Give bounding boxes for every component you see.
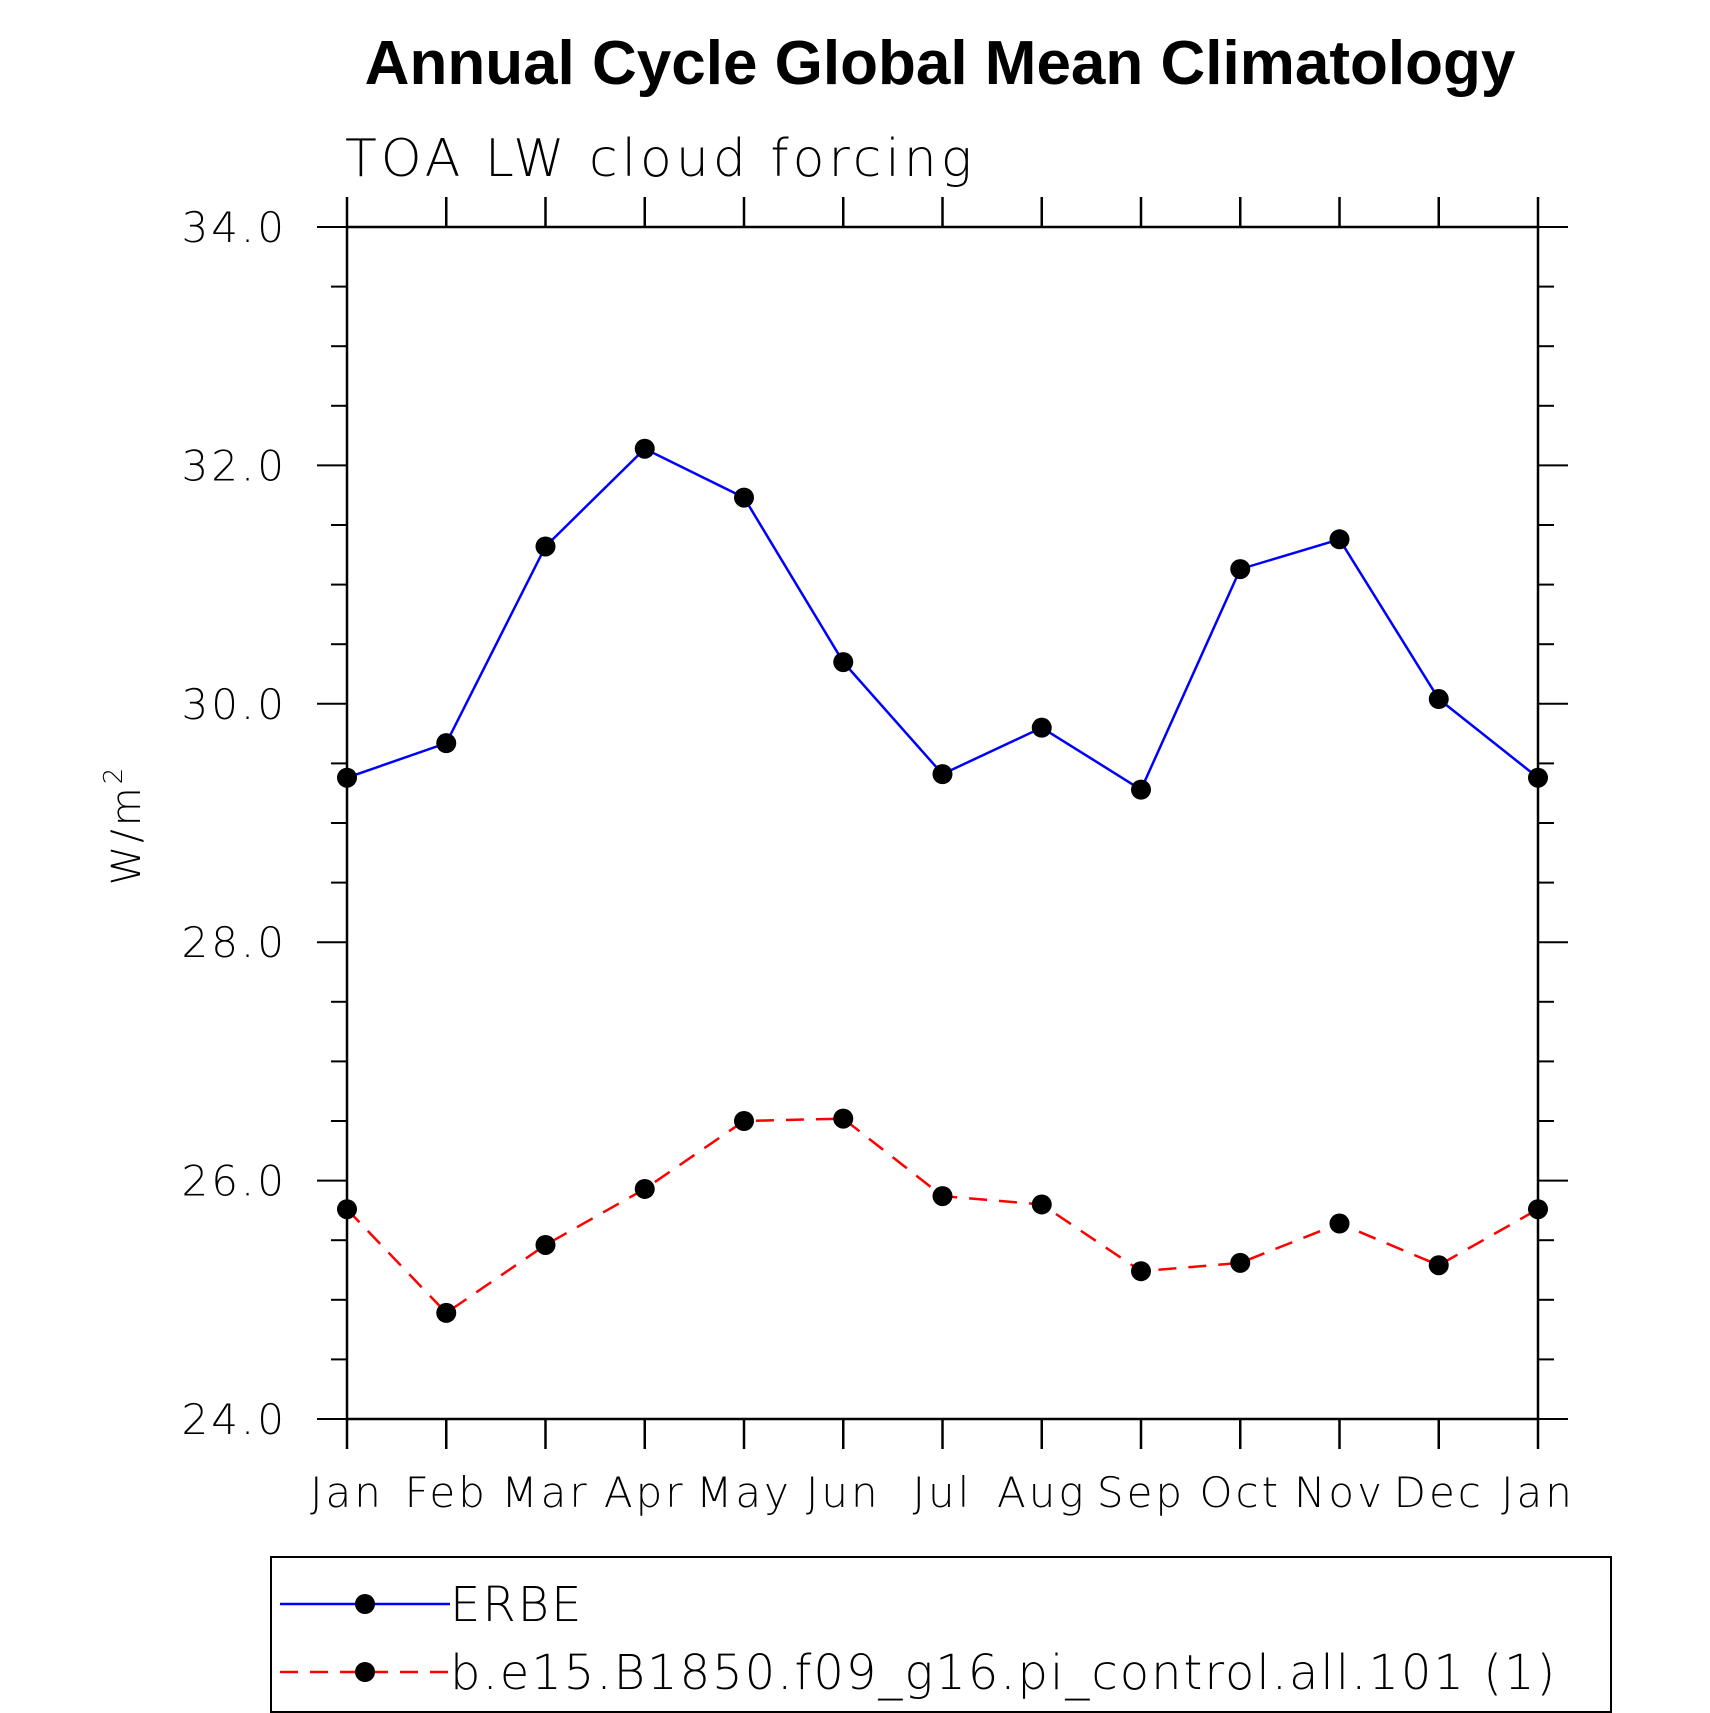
series-line-1 [346, 1117, 1539, 1315]
svg-text:W/m2: W/m2 [99, 765, 150, 886]
series-1-point [1230, 1252, 1251, 1273]
series-1-point [932, 1186, 953, 1207]
plot-frame [345, 225, 1540, 1421]
x-tick-label: Dec [1394, 1468, 1484, 1517]
series-1-point [337, 1199, 357, 1220]
legend-label-model: b.e15.B1850.f09_g16.pi_control.all.101 (… [450, 1645, 1557, 1701]
x-tick-label: Sep [1097, 1468, 1185, 1517]
y-tick-label: 28.0 [181, 918, 287, 967]
x-tick-label: May [696, 1468, 792, 1517]
series-1-point [734, 1111, 754, 1131]
series-1-point [1131, 1261, 1151, 1282]
series-0-point [1329, 529, 1350, 550]
series-1-point [436, 1302, 457, 1323]
series-layer [337, 438, 1548, 1323]
series-0-point [1528, 767, 1548, 788]
series-0-point [1031, 717, 1052, 738]
x-tick-label: Feb [405, 1468, 488, 1517]
series-1-point [833, 1108, 854, 1129]
legend-box [270, 1556, 1612, 1713]
x-tick-label: Jan [310, 1468, 384, 1517]
series-0-point [436, 733, 457, 754]
series-0-point [535, 536, 556, 557]
legend-label-erbe: ERBE [450, 1577, 583, 1633]
x-tick-label: Oct [1199, 1468, 1281, 1517]
series-1-point [1428, 1255, 1449, 1276]
chart-subtitle: TOA LW cloud forcing [345, 129, 976, 189]
x-tick-label: Mar [501, 1468, 589, 1517]
series-0-point [1230, 559, 1251, 580]
x-tick-label: Apr [604, 1468, 686, 1517]
series-line-0 [346, 447, 1539, 792]
x-tick-label: Nov [1294, 1468, 1385, 1517]
series-1-point [634, 1178, 655, 1199]
series-0-point [734, 487, 754, 508]
legend: ERBE b.e15.B1850.f09_g16.pi_control.all.… [270, 1556, 1612, 1713]
plot-axes: Jan Feb Mar Apr May Jun Jul Aug Sep Oct Nov Dec Jan 2… [181, 197, 1575, 1517]
series-1-point [1528, 1199, 1548, 1220]
series-0-point [833, 652, 854, 673]
x-tick-label: Aug [997, 1468, 1087, 1517]
series-0-point [1428, 689, 1449, 710]
x-tick-label: Jul [913, 1468, 973, 1517]
series-0-point [932, 764, 953, 785]
legend-marker-model [355, 1662, 375, 1682]
y-tick-label: 24.0 [181, 1395, 287, 1444]
y-tick-label: 26.0 [181, 1157, 287, 1206]
y-axis-label-base: W/m [104, 784, 150, 885]
y-axis-label-superscript: 2 [99, 765, 129, 785]
series-0-point [634, 438, 655, 459]
y-tick-label: 34.0 [181, 203, 287, 252]
series-1-point [535, 1234, 556, 1255]
y-tick-label: 32.0 [181, 441, 287, 490]
y-tick-label: 30.0 [181, 680, 287, 729]
y-axis-label: W/m2 [99, 765, 150, 886]
x-tick-label: Jun [806, 1468, 881, 1517]
chart-title: Annual Cycle Global Mean Climatology [365, 29, 1516, 98]
series-1-point [1329, 1213, 1350, 1234]
series-0-point [337, 767, 357, 788]
series-0-point [1131, 779, 1151, 800]
series-1-point [1031, 1194, 1052, 1215]
legend-marker-erbe [355, 1594, 375, 1614]
x-tick-label: Jan [1501, 1468, 1575, 1517]
